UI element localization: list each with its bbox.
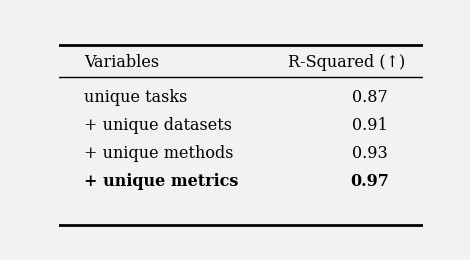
Text: + unique metrics: + unique metrics xyxy=(84,173,239,190)
Text: R-Squared (↑): R-Squared (↑) xyxy=(288,54,406,71)
Text: Variables: Variables xyxy=(84,54,159,71)
Text: + unique methods: + unique methods xyxy=(84,145,234,162)
Text: 0.91: 0.91 xyxy=(352,117,388,134)
Text: + unique datasets: + unique datasets xyxy=(84,117,232,134)
Text: 0.93: 0.93 xyxy=(352,145,388,162)
Text: unique tasks: unique tasks xyxy=(84,89,188,106)
Text: 0.97: 0.97 xyxy=(351,173,390,190)
Text: 0.87: 0.87 xyxy=(352,89,388,106)
